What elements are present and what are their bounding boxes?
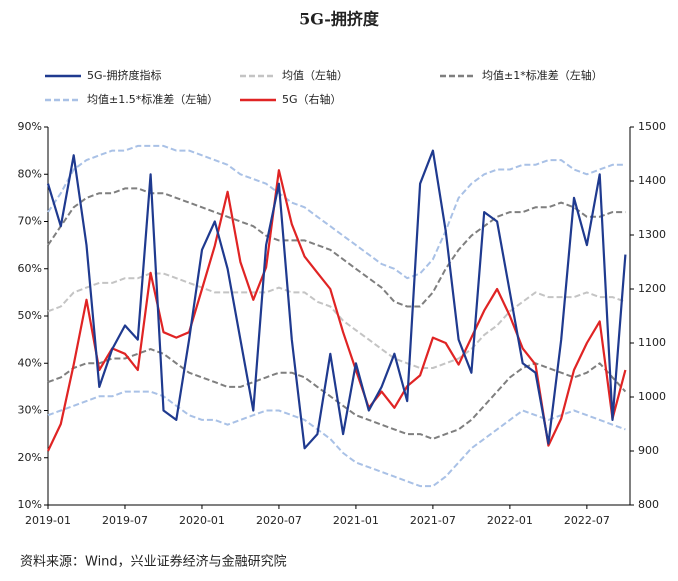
band-upper-line [47, 144, 626, 280]
y-tick-label: 30% [18, 404, 42, 417]
x-tick-label: 2021-01 [333, 514, 379, 527]
y-tick-label: 10% [18, 498, 42, 511]
y2-tick-label: 900 [638, 444, 659, 457]
series-line [47, 169, 627, 452]
band-upper-line [47, 187, 626, 308]
legend-label: 5G-拥挤度指标 [87, 68, 162, 82]
y-tick-label: 90% [18, 120, 42, 133]
y2-tick-label: 1500 [638, 120, 666, 133]
x-tick-label: 2022-01 [487, 514, 533, 527]
y2-tick-label: 1300 [638, 228, 666, 241]
y-tick-label: 70% [18, 215, 42, 228]
y-tick-label: 80% [18, 167, 42, 180]
y2-tick-label: 1200 [638, 282, 666, 295]
y2-tick-label: 800 [638, 498, 659, 511]
source-note: 资料来源：Wind，兴业证券经济与金融研究院 [20, 554, 287, 570]
y2-tick-label: 1100 [638, 336, 666, 349]
y2-tick-label: 1400 [638, 174, 666, 187]
y-tick-label: 60% [18, 262, 42, 275]
x-tick-label: 2019-01 [25, 514, 71, 527]
y2-tick-label: 1000 [638, 390, 666, 403]
x-tick-label: 2022-07 [564, 514, 610, 527]
x-tick-label: 2020-07 [256, 514, 302, 527]
legend-label: 5G（右轴） [282, 92, 342, 106]
legend-label: 均值±1*标准差（左轴） [482, 68, 603, 82]
x-tick-label: 2021-07 [410, 514, 456, 527]
series-line [46, 149, 627, 450]
y-tick-label: 20% [18, 451, 42, 464]
legend-label: 均值±1.5*标准差（左轴） [87, 92, 218, 106]
series-line [47, 272, 626, 369]
legend-label: 均值（左轴） [282, 68, 348, 82]
y-tick-label: 40% [18, 356, 42, 369]
x-tick-label: 2019-07 [102, 514, 148, 527]
band-lower-line [47, 390, 626, 488]
band-lower-line [47, 348, 627, 440]
y-tick-label: 50% [18, 309, 42, 322]
chart-title: 5G-拥挤度 [299, 10, 380, 29]
x-tick-label: 2020-01 [179, 514, 225, 527]
